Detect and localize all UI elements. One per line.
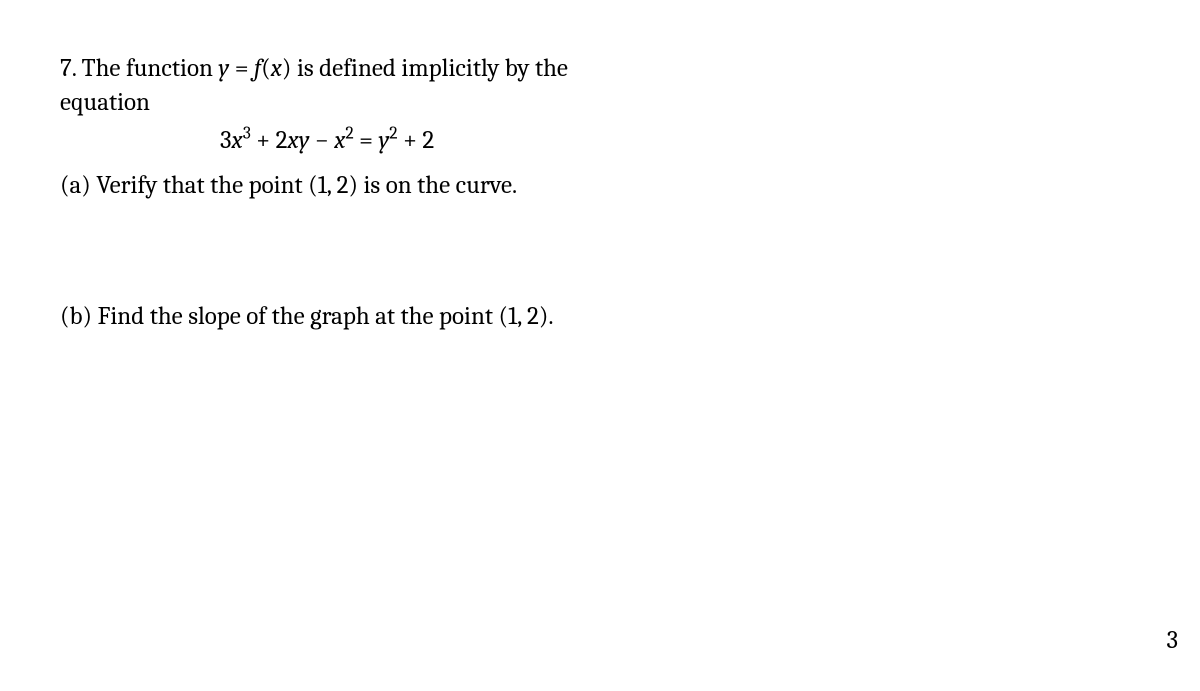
problem-intro-line1: 7. The function y = f(x) is defined impl… — [60, 52, 1140, 86]
eq-c1: 3 — [220, 126, 232, 155]
var-y: y — [218, 54, 229, 83]
eq-v2b: y — [299, 126, 310, 155]
eq-plus2: + — [398, 126, 423, 155]
part-b: (b) Find the slope of the graph at the p… — [60, 300, 1140, 334]
page: 7. The function y = f(x) is defined impl… — [0, 0, 1200, 691]
part-a: (a) Verify that the point (1, 2) is on t… — [60, 169, 1140, 203]
intro-prefix: 7. The function — [60, 54, 218, 83]
intro-suffix: is defined implicitly by the — [291, 54, 568, 83]
eq-p1: 3 — [243, 123, 251, 143]
eq-c2: 2 — [276, 126, 288, 155]
eq-p4: 2 — [389, 123, 397, 143]
eq-c3: 2 — [422, 126, 434, 155]
eq-v2a: x — [287, 126, 298, 155]
eq-plus1: + — [251, 126, 276, 155]
eq-v1: x — [232, 126, 243, 155]
problem-intro-line2: equation — [60, 86, 1140, 120]
eq-eq: = — [354, 126, 379, 155]
func-args: (x) — [261, 54, 291, 83]
eq-p3: 2 — [345, 123, 353, 143]
page-number: 3 — [1166, 626, 1178, 655]
equals: = — [229, 54, 254, 83]
eq-minus: − — [309, 126, 334, 155]
eq-v3: x — [334, 126, 345, 155]
eq-v4: y — [379, 126, 390, 155]
equation: 3x3 + 2xy − x2 = y2 + 2 — [220, 126, 1140, 155]
